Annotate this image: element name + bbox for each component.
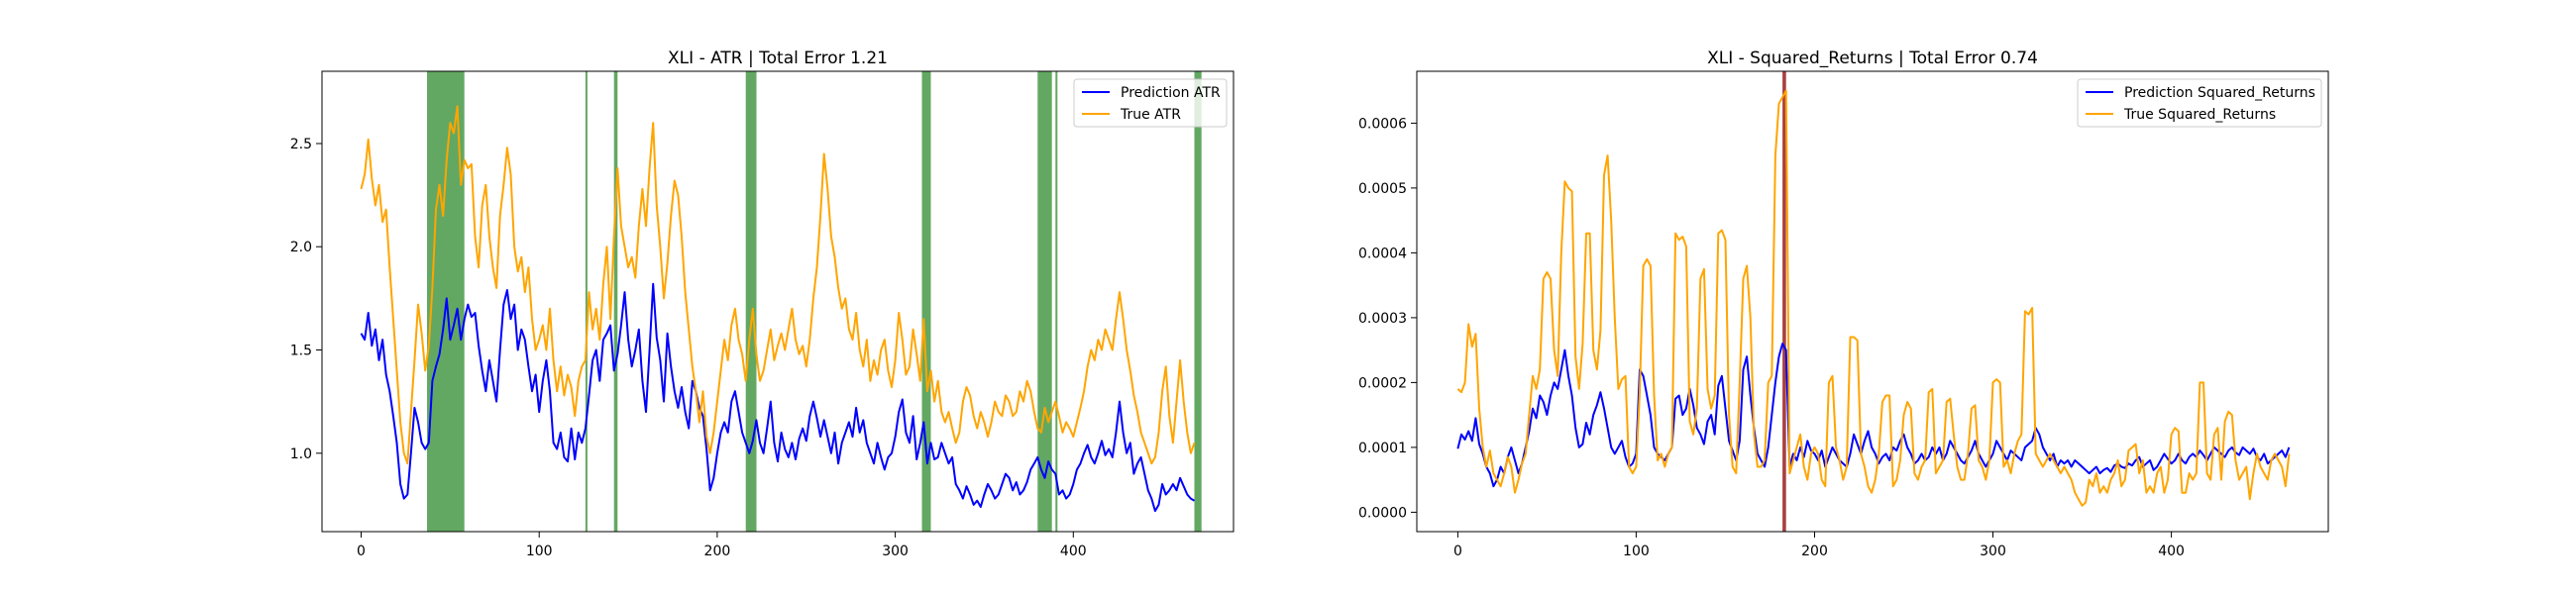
plot-frame [1416,70,2329,533]
legend: Prediction ATR True ATR [1073,78,1228,128]
series-lines [360,105,1196,513]
y-tick-label: 0.0006 [1358,116,1407,132]
y-axis-ticks: 0.0000 0.0001 0.0002 0.0003 0.0004 0.0005 0.00… [1358,116,1417,521]
highlight-region [1055,71,1058,532]
x-tick-label: 100 [526,544,553,559]
y-tick-label: 1.5 [290,344,312,359]
legend-label-prediction: Prediction Squared_Returns [2124,85,2315,101]
x-tick-label: 300 [1980,544,2006,559]
legend-label-true: True Squared_Returns [2123,107,2276,123]
y-tick-label: 0.0002 [1358,375,1407,391]
y-tick-label: 0.0000 [1358,505,1407,521]
highlight-region [1194,71,1202,532]
highlight-region [745,71,757,532]
legend-box [2077,78,2322,128]
y-tick-label: 0.0004 [1358,246,1407,261]
x-tick-label: 400 [2158,544,2185,559]
true-series-line [1456,89,2291,507]
highlight-region [585,71,588,532]
highlight-region [921,71,931,532]
series-lines [1456,89,2291,507]
y-tick-label: 2.5 [290,137,312,152]
legend: Prediction Squared_Returns True Squared_… [2077,78,2322,128]
y-tick-label: 2.0 [290,240,312,255]
prediction-series-line [1456,343,2291,488]
legend-box [1073,78,1228,128]
highlight-region [1037,71,1052,532]
prediction-series-line [360,282,1196,513]
x-tick-label: 100 [1623,544,1650,559]
highlight-region [1782,71,1786,532]
plot-frame [321,70,1234,533]
chart-title: XLI - ATR | Total Error 1.21 [668,49,888,68]
x-axis-ticks: 0 100 200 300 400 [357,532,1087,559]
legend-label-prediction: Prediction ATR [1121,85,1221,101]
y-tick-label: 1.0 [290,446,312,462]
y-tick-label: 0.0001 [1358,441,1407,456]
highlight-region [613,71,618,532]
true-series-line [360,105,1196,465]
highlight-regions [1782,71,1786,532]
x-tick-label: 0 [1453,544,1462,559]
x-tick-label: 0 [357,544,366,559]
chart-title: XLI - Squared_Returns | Total Error 0.74 [1707,49,2038,68]
x-tick-label: 400 [1060,544,1087,559]
atr-chart: XLI - ATR | Total Error 1.21 0 100 200 300 4… [290,49,1234,559]
squared-returns-chart: XLI - Squared_Returns | Total Error 0.74… [1358,49,2329,559]
y-axis-ticks: 1.0 1.5 2.0 2.5 [290,137,322,462]
y-tick-label: 0.0005 [1358,181,1407,197]
x-tick-label: 200 [1801,544,1828,559]
x-axis-ticks: 0 100 200 300 400 [1453,532,2185,559]
legend-label-true: True ATR [1120,107,1181,123]
x-tick-label: 300 [882,544,909,559]
x-tick-label: 200 [704,544,731,559]
y-tick-label: 0.0003 [1358,311,1407,327]
